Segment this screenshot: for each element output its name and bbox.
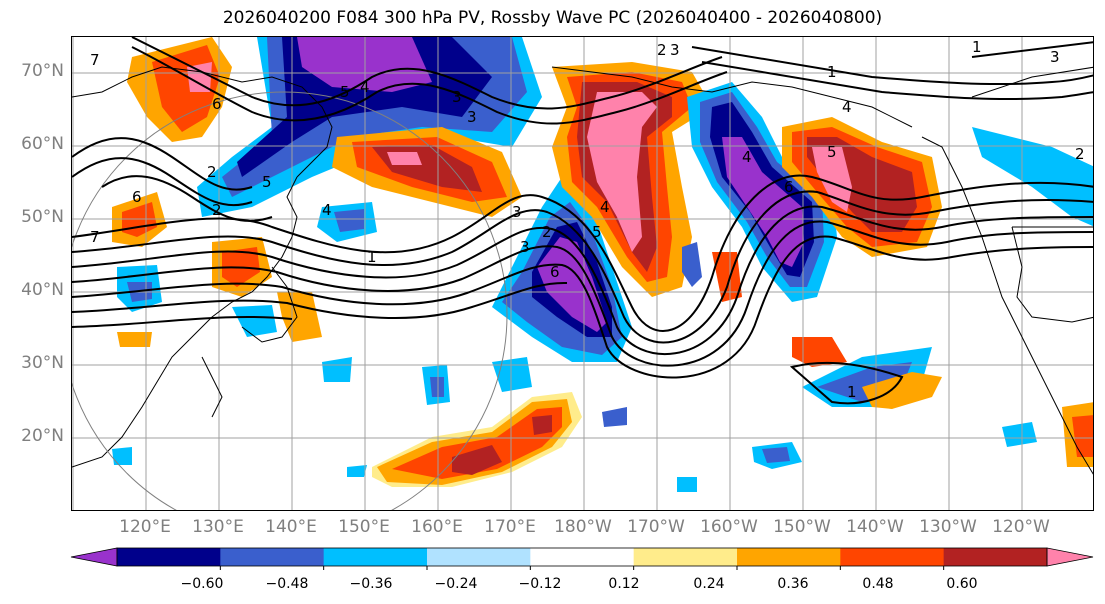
lon-label: 150°W [773, 517, 831, 537]
contour-label: 2 [657, 41, 667, 59]
lat-label: 60°N [21, 134, 64, 154]
lon-label: 130°W [919, 517, 977, 537]
contour-label: 2 [542, 223, 552, 241]
lon-label: 170°E [484, 517, 536, 537]
colorbar-tick: 0.12 [608, 576, 640, 592]
contour-label: 7 [90, 51, 100, 69]
contour-labels: 7 6 5 4 3 2 1 7 6 5 4 3 2 1 2 3 4 5 6 3 … [90, 38, 1085, 401]
contour-label: 3 [512, 203, 522, 221]
pv-shading [112, 37, 1093, 492]
colorbar-tick: −0.24 [434, 576, 478, 592]
colorbar-tick: −0.60 [180, 576, 224, 592]
lon-label: 140°W [846, 517, 904, 537]
colorbar-tick: 0.36 [777, 576, 809, 592]
contour-label: 5 [340, 83, 350, 101]
pv-contours [72, 37, 1093, 405]
map-svg: 7 6 5 4 3 2 1 7 6 5 4 3 2 1 2 3 4 5 6 3 … [72, 37, 1093, 510]
contour-label: 5 [262, 173, 272, 191]
contour-label: 3 [1050, 48, 1060, 66]
lon-label: 120°E [119, 517, 171, 537]
contour-label: 6 [550, 263, 560, 281]
colorbar-segment [737, 548, 841, 566]
contour-label: 2 [207, 163, 217, 181]
contour-label: 3 [520, 238, 530, 256]
contour-label: 7 [90, 228, 100, 246]
contour-label: 1 [827, 63, 837, 81]
contour-label: 3 [467, 108, 477, 126]
colorbar-segments [70, 547, 1094, 570]
colorbar-tick: −0.48 [265, 576, 309, 592]
coastlines [72, 66, 1093, 510]
colorbar-segment [117, 548, 221, 566]
contour-label: 4 [742, 148, 752, 166]
lon-label: 160°E [411, 517, 463, 537]
colorbar-segment [943, 548, 1048, 566]
contour-label: 5 [827, 143, 837, 161]
lat-label: 70°N [21, 61, 64, 81]
contour-label: 6 [212, 95, 222, 113]
contour-label: 6 [784, 178, 794, 196]
lat-label: 30°N [21, 353, 64, 373]
colorbar-tick: −0.36 [349, 576, 393, 592]
contour-label: 2 [1075, 145, 1085, 163]
contour-label: 4 [322, 201, 332, 219]
colorbar-extend-high [1046, 547, 1094, 567]
colorbar-tick: 0.48 [862, 576, 894, 592]
lat-label: 50°N [21, 207, 64, 227]
map-plot-area: 7 6 5 4 3 2 1 7 6 5 4 3 2 1 2 3 4 5 6 3 … [71, 36, 1094, 511]
lon-label: 140°E [265, 517, 317, 537]
map-title: 2026040200 F084 300 hPa PV, Rossby Wave … [222, 8, 883, 28]
colorbar-segment [633, 548, 738, 566]
colorbar-segment [530, 548, 635, 566]
colorbar-outline [116, 547, 1048, 567]
contour-label: 5 [592, 223, 602, 241]
contour-label: 4 [842, 98, 852, 116]
colorbar-segment [220, 548, 325, 566]
colorbar-tick: 0.60 [946, 576, 978, 592]
contour-label: 3 [452, 88, 462, 106]
colorbar-segment [840, 548, 945, 566]
contour-label: 6 [132, 188, 142, 206]
lon-label: 130°E [192, 517, 244, 537]
lon-label: 160°W [700, 517, 758, 537]
contour-label: 3 [670, 41, 680, 59]
lat-label: 20°N [21, 426, 64, 446]
lon-label: 120°W [992, 517, 1050, 537]
contour-label: 1 [847, 383, 857, 401]
colorbar-tick: 0.24 [693, 576, 725, 592]
colorbar-segment [427, 548, 531, 566]
contour-label: 4 [600, 198, 610, 216]
contour-label: 1 [367, 248, 377, 266]
contour-label: 1 [972, 38, 982, 56]
lat-label: 40°N [21, 280, 64, 300]
colorbar-segment [323, 548, 428, 566]
lon-label: 170°W [627, 517, 685, 537]
contour-label: 4 [360, 78, 370, 96]
contour-label: 2 [212, 201, 222, 219]
lon-label: 180°W [554, 517, 612, 537]
colorbar-extend-low [70, 547, 118, 567]
lon-label: 150°E [338, 517, 390, 537]
colorbar-tick: −0.12 [518, 576, 562, 592]
